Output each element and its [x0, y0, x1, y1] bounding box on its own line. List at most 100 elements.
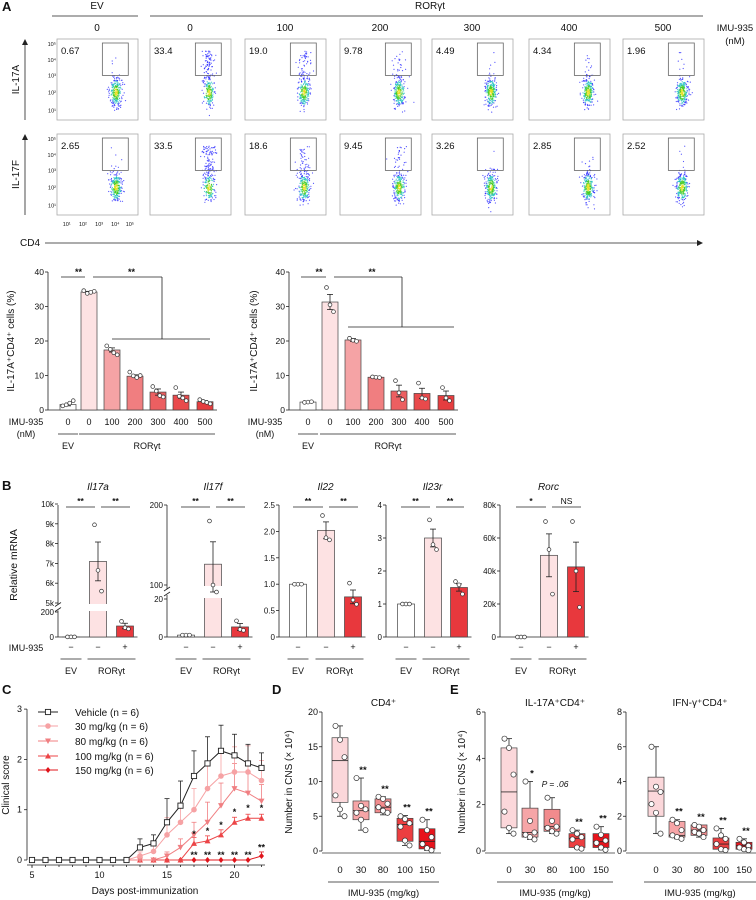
- data-point: [337, 736, 343, 743]
- event-dot: [307, 85, 309, 87]
- event-dot: [678, 92, 680, 94]
- x-category-label: 100: [569, 865, 585, 876]
- event-dot: [208, 76, 210, 78]
- event-dot: [685, 185, 687, 187]
- event-dot: [120, 87, 122, 89]
- significance-label: **: [575, 817, 583, 828]
- event-dot: [116, 84, 118, 86]
- event-dot: [401, 94, 403, 96]
- group-label: EV: [180, 666, 192, 676]
- event-dot: [397, 194, 399, 197]
- event-dot: [116, 81, 118, 83]
- event-dot: [299, 191, 301, 193]
- event-dot: [681, 195, 683, 197]
- event-dot: [207, 102, 210, 104]
- event-dot: [581, 185, 584, 187]
- event-dot: [202, 79, 204, 82]
- event-dot: [118, 173, 120, 175]
- event-dot: [488, 89, 490, 91]
- event-dot: [489, 181, 491, 183]
- event-dot: [206, 187, 208, 189]
- event-dot: [490, 179, 492, 181]
- significance-label: **: [244, 850, 252, 860]
- event-dot: [589, 176, 592, 178]
- event-dot: [209, 53, 211, 55]
- event-dot: [304, 55, 306, 57]
- event-dot: [683, 97, 685, 99]
- event-dot: [400, 78, 402, 80]
- event-dot: [116, 96, 118, 98]
- event-dot: [589, 96, 592, 98]
- event-dot: [674, 186, 676, 188]
- circle-marker: [245, 769, 251, 775]
- event-dot: [396, 180, 398, 182]
- flow-plot-frame: [149, 133, 232, 216]
- event-dot: [208, 86, 210, 88]
- open-square-marker: [44, 708, 52, 716]
- p-value-annotation: P = .06: [542, 779, 569, 789]
- event-dot: [589, 95, 591, 97]
- event-dot: [593, 187, 595, 189]
- event-dot: [303, 178, 305, 180]
- x-category-label: 0: [65, 417, 70, 427]
- data-point: [577, 605, 582, 610]
- event-dot: [491, 174, 493, 176]
- event-dot: [116, 108, 118, 110]
- event-dot: [685, 188, 687, 190]
- event-dot: [208, 195, 210, 197]
- dose-column-label: 500: [655, 23, 672, 34]
- dose-column-label: 0: [94, 23, 100, 34]
- event-dot: [590, 65, 593, 67]
- triangle-up-marker: [204, 837, 211, 844]
- gate-rectangle: [289, 42, 317, 76]
- event-dot: [309, 87, 311, 89]
- event-dot: [683, 198, 686, 201]
- event-dot: [489, 68, 491, 70]
- event-dot: [493, 194, 495, 197]
- event-dot: [581, 97, 583, 99]
- event-dot: [113, 100, 115, 103]
- event-dot: [307, 56, 309, 58]
- event-dot: [398, 177, 400, 179]
- event-dot: [396, 100, 398, 102]
- event-dot: [303, 182, 305, 184]
- event-dot: [121, 183, 123, 185]
- event-dot: [590, 91, 592, 93]
- event-dot: [116, 86, 118, 88]
- chart-title: IL-17A⁺CD4⁺: [525, 698, 585, 709]
- event-dot: [301, 85, 303, 87]
- event-dot: [679, 184, 681, 186]
- event-dot: [299, 72, 301, 74]
- event-dot: [114, 86, 116, 88]
- flow-plot: 18.6: [244, 133, 327, 216]
- event-dot: [588, 100, 590, 102]
- event-dot: [403, 174, 405, 176]
- y-tick-label: 40k: [483, 567, 497, 576]
- event-dot: [306, 146, 308, 148]
- event-dot: [207, 154, 209, 156]
- event-dot: [590, 187, 592, 189]
- event-dot: [400, 181, 402, 183]
- event-dot: [298, 59, 301, 62]
- event-dot: [496, 105, 498, 107]
- data-point: [648, 801, 655, 808]
- data-point: [111, 350, 116, 355]
- event-dot: [206, 55, 208, 57]
- event-dot: [588, 62, 590, 64]
- data-point: [207, 518, 212, 524]
- flow-plot: 9.78: [339, 38, 422, 121]
- event-dot: [206, 87, 208, 90]
- x-category-label: 100: [397, 865, 413, 876]
- event-dot: [402, 181, 404, 183]
- group-label: RORγt: [134, 441, 161, 451]
- data-point: [347, 580, 352, 586]
- event-dot: [683, 181, 685, 183]
- data-point: [696, 830, 702, 837]
- event-dot: [582, 99, 585, 101]
- significance-label: **: [403, 803, 411, 814]
- y-tick-label: 10: [35, 371, 45, 381]
- data-point: [72, 634, 77, 640]
- event-dot: [486, 175, 489, 177]
- event-dot: [488, 104, 490, 106]
